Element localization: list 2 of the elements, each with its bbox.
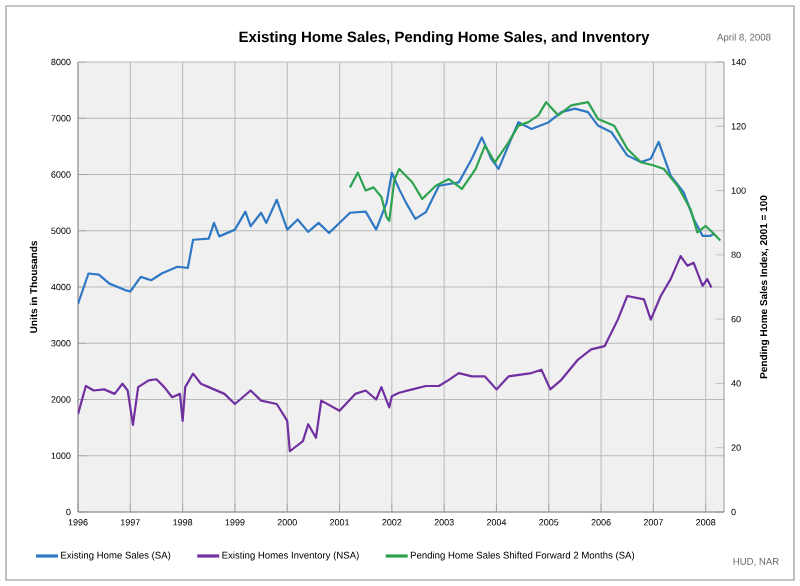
line-series (348, 101, 722, 242)
line-series (78, 254, 713, 453)
